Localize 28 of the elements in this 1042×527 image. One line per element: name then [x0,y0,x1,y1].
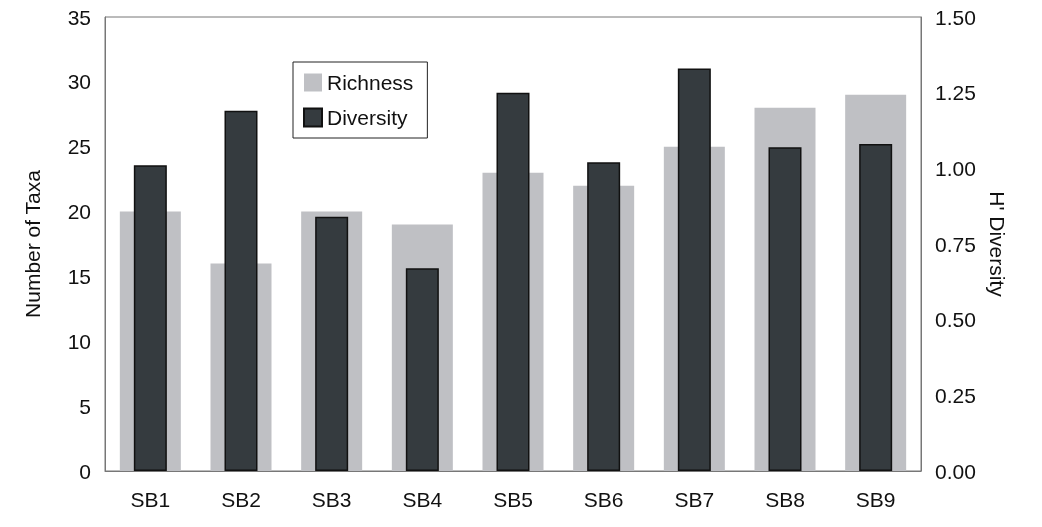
x-tick-label: SB4 [402,488,443,511]
x-tick-label: SB3 [311,488,352,511]
x-tick-label: SB7 [674,488,715,511]
x-tick-label: SB2 [221,488,261,511]
x-tick-label: SB1 [130,488,171,511]
x-tick-label: SB5 [493,488,533,511]
y2-tick-label: 0.00 [935,459,976,483]
y2-tick-label: 1.25 [935,81,976,105]
y-tick-label: 5 [79,394,91,418]
y-tick-label: 0 [79,459,91,483]
y-axis-title: Number of Taxa [21,169,44,318]
legend-label: Diversity [327,106,408,129]
y-tick-label: 15 [67,264,91,288]
legend-label: Richness [327,71,414,94]
x-tick-label: SB9 [855,488,896,511]
x-tick-label: SB8 [765,488,805,511]
y-tick-label: 10 [67,329,91,353]
y2-tick-label: 0.50 [935,308,976,332]
y2-axis-title: H' Diversity [985,191,1009,298]
y2-tick-label: 1.00 [935,156,976,180]
y2-tick-label: 0.75 [935,232,976,256]
y2-tick-label: 1.50 [935,5,976,29]
x-tick-label: SB6 [583,488,624,511]
y-tick-label: 20 [67,200,91,224]
y-tick-label: 35 [67,5,91,29]
y2-tick-label: 0.25 [935,383,976,407]
y-tick-label: 30 [67,70,91,94]
y-tick-label: 25 [67,135,91,159]
